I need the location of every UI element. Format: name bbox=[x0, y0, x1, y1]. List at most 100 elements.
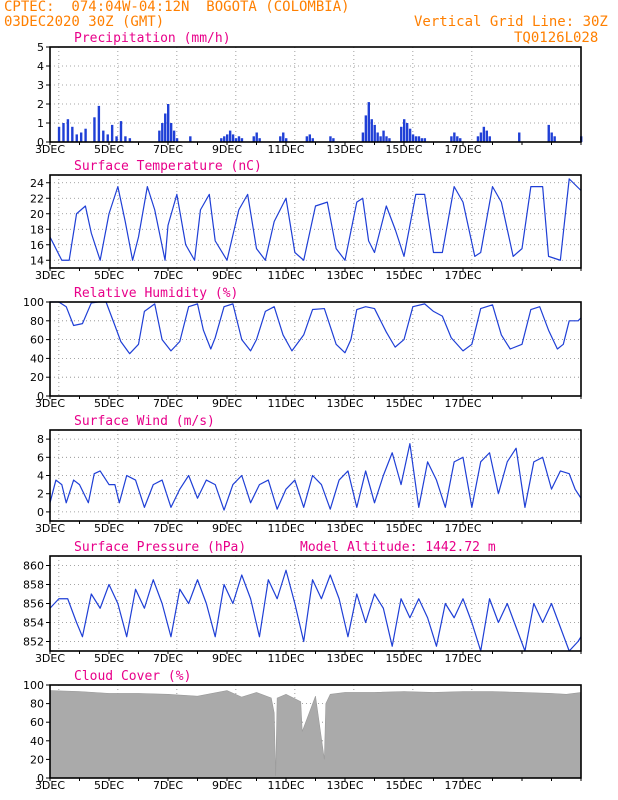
cloud-xtick-label: 7DEC bbox=[153, 779, 183, 792]
precip-bar bbox=[547, 124, 550, 142]
precip-xtick-label: 3DEC bbox=[35, 143, 65, 156]
header-date: 03DEC2020 30Z (GMT) bbox=[4, 14, 165, 30]
precip-bar bbox=[223, 136, 226, 142]
precip-bar bbox=[252, 136, 255, 142]
wind-xtick-label: 9DEC bbox=[212, 522, 242, 535]
precip-ytick-label: 0 bbox=[37, 136, 44, 149]
precip-bar bbox=[553, 136, 556, 142]
cloud-xtick-label: 3DEC bbox=[35, 779, 65, 792]
wind-xtick-label: 15DEC bbox=[385, 522, 422, 535]
precip-bar bbox=[110, 124, 114, 142]
precip-bar bbox=[128, 138, 132, 142]
header-grid-line: Vertical Grid Line: 30Z bbox=[414, 14, 608, 30]
header-title: CPTEC: 074:04W-04:12N BOGOTA (COLOMBIA) bbox=[4, 0, 350, 15]
precip-bar bbox=[485, 130, 488, 142]
precip-bar bbox=[258, 138, 261, 142]
precip-bar bbox=[75, 134, 78, 142]
precip-bar bbox=[400, 126, 403, 142]
precip-bar bbox=[379, 136, 382, 142]
precip-xtick-label: 9DEC bbox=[212, 143, 242, 156]
wind-ytick-label: 8 bbox=[37, 433, 44, 446]
temp-xtick-label: 13DEC bbox=[326, 269, 363, 282]
rh-ytick-label: 0 bbox=[37, 390, 44, 403]
precip-bar bbox=[189, 136, 192, 142]
wind-xtick-label: 11DEC bbox=[267, 522, 304, 535]
precip-bar bbox=[169, 123, 173, 142]
rh-series-line bbox=[50, 301, 582, 355]
precip-xtick-label: 17DEC bbox=[444, 143, 481, 156]
pressure-title: Surface Pressure (hPa) bbox=[74, 540, 246, 555]
pressure-note: Model Altitude: 1442.72 m bbox=[300, 540, 496, 555]
precip-bar bbox=[488, 136, 491, 142]
precip-bar bbox=[172, 130, 176, 142]
precip-bar bbox=[405, 123, 409, 142]
precip-bar bbox=[476, 136, 480, 142]
rh-xtick-label: 5DEC bbox=[94, 397, 124, 410]
pressure-series-line bbox=[49, 569, 582, 652]
rh-xtick-label: 9DEC bbox=[212, 397, 242, 410]
temp-xtick-label: 7DEC bbox=[153, 269, 183, 282]
precip-xtick-label: 7DEC bbox=[153, 143, 183, 156]
precip-bar bbox=[158, 130, 161, 142]
precip-bar bbox=[240, 138, 244, 142]
precip-bar bbox=[550, 132, 553, 142]
precip-bar bbox=[57, 126, 61, 142]
rh-xtick-label: 3DEC bbox=[35, 397, 65, 410]
cloud-xtick-label: 15DEC bbox=[385, 779, 422, 792]
pressure-xtick-label: 7DEC bbox=[153, 652, 183, 665]
precip-bar bbox=[370, 119, 373, 142]
precip-bar bbox=[403, 119, 406, 142]
precip-bar bbox=[93, 117, 96, 142]
wind-ytick-label: 4 bbox=[37, 470, 44, 483]
pressure-xtick-label: 9DEC bbox=[212, 652, 242, 665]
precip-bar bbox=[62, 123, 65, 142]
cloud-plot-frame bbox=[49, 684, 582, 779]
precip-bar bbox=[305, 136, 309, 142]
temp-series-line bbox=[49, 178, 582, 261]
cloud-ytick-label: 20 bbox=[30, 753, 44, 766]
precip-ytick-label: 4 bbox=[37, 60, 44, 73]
precip-bar bbox=[167, 104, 170, 142]
precip-bar bbox=[308, 134, 311, 142]
wind-xtick-label: 5DEC bbox=[94, 522, 124, 535]
cloud-xtick-label: 5DEC bbox=[94, 779, 124, 792]
wind-ytick-label: 0 bbox=[37, 506, 44, 519]
precip-bar bbox=[367, 102, 370, 142]
precip-bar bbox=[329, 136, 332, 142]
rh-ytick-label: 100 bbox=[23, 296, 44, 309]
pressure-xtick-label: 11DEC bbox=[267, 652, 304, 665]
precip-bar bbox=[364, 115, 368, 142]
precip-ytick-label: 1 bbox=[37, 117, 44, 130]
cloud-ytick-label: 60 bbox=[30, 716, 44, 729]
cloud-xtick-label: 11DEC bbox=[267, 779, 304, 792]
pressure-xtick-label: 15DEC bbox=[385, 652, 422, 665]
precip-bar bbox=[479, 132, 483, 142]
precip-bar bbox=[84, 128, 87, 142]
precip-ytick-label: 3 bbox=[37, 79, 44, 92]
cloud-xtick-label: 13DEC bbox=[326, 779, 363, 792]
pressure-ytick-label: 860 bbox=[23, 560, 44, 573]
wind-plot-frame bbox=[49, 429, 582, 522]
precip-bar bbox=[373, 124, 376, 142]
rh-ytick-label: 20 bbox=[30, 371, 44, 384]
precip-bar bbox=[237, 136, 241, 142]
wind-xtick-label: 13DEC bbox=[326, 522, 363, 535]
temp-xtick-label: 9DEC bbox=[212, 269, 242, 282]
header-model: TQ0126L028 bbox=[514, 30, 599, 46]
pressure-ytick-label: 858 bbox=[23, 579, 44, 592]
precip-ytick-label: 2 bbox=[37, 98, 44, 111]
precip-bar bbox=[279, 136, 282, 142]
precip-bar bbox=[456, 136, 459, 142]
precip-bar bbox=[411, 134, 415, 142]
precip-bar bbox=[361, 132, 365, 142]
temp-plot-frame bbox=[49, 174, 582, 269]
precip-bar bbox=[71, 126, 74, 142]
pressure-plot-frame bbox=[49, 555, 582, 652]
precip-bar bbox=[332, 138, 335, 142]
rh-xtick-label: 11DEC bbox=[267, 397, 304, 410]
cloud-area bbox=[49, 690, 582, 779]
pressure-xtick-label: 5DEC bbox=[94, 652, 124, 665]
temp-xtick-label: 5DEC bbox=[94, 269, 124, 282]
temp-title: Surface Temperature (nC) bbox=[74, 159, 262, 174]
